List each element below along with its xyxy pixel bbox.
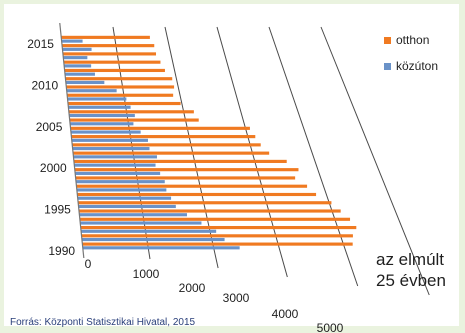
bar-kozuton [80, 221, 202, 225]
bar-otthon [69, 118, 199, 122]
bar-kozuton [82, 246, 240, 250]
y-tick-label: 2015 [27, 37, 54, 51]
bar-otthon [79, 217, 351, 221]
bar-otthon [73, 151, 270, 155]
bar-kozuton [62, 47, 92, 51]
bar-otthon [76, 184, 308, 188]
bar-kozuton [69, 113, 135, 118]
bar-kozuton [66, 89, 117, 93]
source-text: Forrás: Központi Statisztikai Hivatal, 2… [10, 317, 196, 328]
bar-otthon [62, 44, 155, 48]
bar-otthon [63, 60, 161, 64]
y-tick-label: 1995 [44, 203, 71, 217]
bar-otthon [77, 192, 317, 197]
bars [61, 35, 357, 250]
bar-kozuton [71, 138, 148, 142]
bar-kozuton [68, 105, 131, 109]
tick-labels: 1990 1995 2000 2005 2010 2015 0 1000 2000 3000 400… [27, 37, 343, 333]
bar-kozuton [77, 196, 172, 200]
bar-kozuton [76, 180, 165, 184]
x-tick-label: 2000 [179, 281, 206, 295]
bar-kozuton [73, 155, 157, 159]
bar-otthon [66, 85, 175, 89]
annotation-line: az elmúlt [376, 250, 444, 269]
legend-swatch-otthon [384, 37, 391, 44]
bar-otthon [80, 225, 357, 230]
bar-otthon [74, 168, 299, 172]
bar-otthon [64, 68, 165, 73]
x-tick-label: 5000 [317, 321, 344, 333]
bar-kozuton [67, 97, 127, 101]
y-tick-label: 2000 [40, 161, 67, 175]
y-axis-line [59, 22, 85, 259]
bar-kozuton [78, 204, 176, 209]
annotation-text: az elmúlt 25 évben [376, 250, 446, 290]
bar-kozuton [75, 171, 161, 175]
legend-label-kozuton: közúton [396, 59, 438, 73]
x-tick-label: 0 [85, 257, 92, 271]
y-tick-label: 2005 [36, 120, 63, 134]
bar-otthon [71, 135, 256, 139]
bar-otthon [67, 93, 174, 97]
bar-otthon [61, 35, 150, 39]
bar-otthon [62, 52, 157, 56]
bar-otthon [68, 110, 194, 114]
axes [59, 22, 85, 259]
bar-otthon [65, 77, 173, 81]
bar-kozuton [81, 237, 225, 242]
bar-kozuton [63, 56, 88, 60]
bar-otthon [73, 159, 287, 163]
legend-swatch-kozuton [384, 63, 391, 70]
bar-otthon [75, 176, 296, 180]
bar-kozuton [74, 163, 156, 167]
bar-kozuton [70, 122, 134, 126]
bar-otthon [79, 209, 341, 213]
y-tick-label: 1990 [48, 244, 75, 258]
gridline [320, 26, 430, 296]
bar-kozuton [65, 72, 95, 76]
x-tick-label: 3000 [223, 291, 250, 305]
bar-otthon [72, 143, 261, 147]
x-tick-label: 1000 [133, 267, 160, 281]
y-tick-label: 2010 [31, 78, 58, 92]
bar-kozuton [79, 213, 187, 217]
x-tick-label: 4000 [272, 307, 299, 321]
bar-kozuton [61, 39, 83, 43]
bar-kozuton [70, 130, 141, 134]
annotation-line: 25 évben [376, 271, 446, 290]
bar-otthon [82, 242, 353, 246]
legend-label-otthon: otthon [396, 33, 429, 47]
bar-otthon [78, 201, 332, 205]
gridline [268, 26, 359, 287]
bar-kozuton [65, 80, 105, 85]
bar-otthon [81, 234, 353, 238]
bar-kozuton [76, 188, 167, 192]
bar-kozuton [81, 229, 217, 233]
bar-kozuton [72, 147, 150, 151]
bar-kozuton [64, 64, 92, 68]
bar-otthon [68, 101, 181, 106]
bar-otthon [70, 126, 250, 130]
legend: otthon közúton [384, 33, 438, 73]
